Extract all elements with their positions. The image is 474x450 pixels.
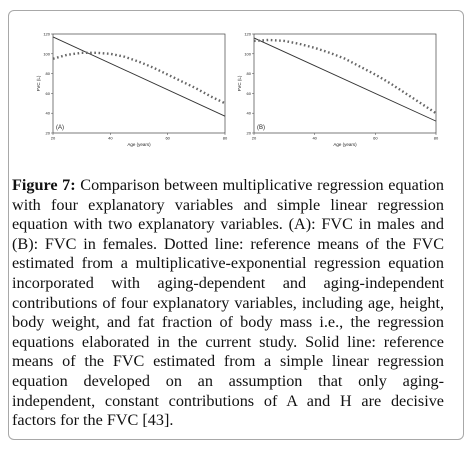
y-tick-label: 100 — [244, 51, 251, 56]
figure-caption: Figure 7: Comparison between multiplicat… — [12, 176, 444, 431]
dotted-regression-line — [52, 51, 226, 105]
y-tick-label: 20 — [46, 131, 51, 136]
y-tick-label: 120 — [43, 32, 50, 37]
y-tick-label: 40 — [247, 111, 252, 116]
x-axis-title: Age (years) — [333, 142, 357, 147]
y-tick-label: 100 — [43, 51, 50, 56]
y-tick-label: 60 — [247, 91, 252, 96]
plot-frame — [52, 33, 226, 134]
panel-label: (B) — [257, 125, 265, 131]
dotted-regression-line — [253, 38, 437, 115]
solid-reference-line — [52, 36, 226, 117]
caption-text: Comparison between multiplicative regres… — [12, 176, 444, 430]
solid-reference-line — [253, 37, 437, 122]
y-tick-label: 80 — [46, 71, 51, 76]
caption-label: Figure 7: — [12, 176, 76, 194]
x-axis-title: Age (years) — [127, 142, 151, 147]
x-tick-label: 60 — [373, 136, 378, 141]
x-tick-label: 80 — [223, 136, 228, 141]
x-tick-label: 60 — [165, 136, 170, 141]
x-tick-label: 40 — [108, 136, 113, 141]
y-tick-label: 80 — [247, 71, 252, 76]
y-axis-title: FVC (L) — [237, 75, 242, 91]
x-tick-label: 20 — [51, 136, 56, 141]
plot-frame — [253, 33, 437, 134]
y-axis-title: FVC (L) — [36, 75, 41, 91]
figure-panel — [8, 10, 464, 440]
panel-label: (A) — [56, 125, 64, 131]
x-tick-label: 40 — [312, 136, 317, 141]
x-tick-label: 80 — [434, 136, 439, 141]
y-tick-label: 40 — [46, 111, 51, 116]
x-tick-label: 20 — [252, 136, 257, 141]
y-tick-label: 20 — [247, 131, 252, 136]
y-tick-label: 60 — [46, 91, 51, 96]
y-tick-label: 120 — [244, 32, 251, 37]
